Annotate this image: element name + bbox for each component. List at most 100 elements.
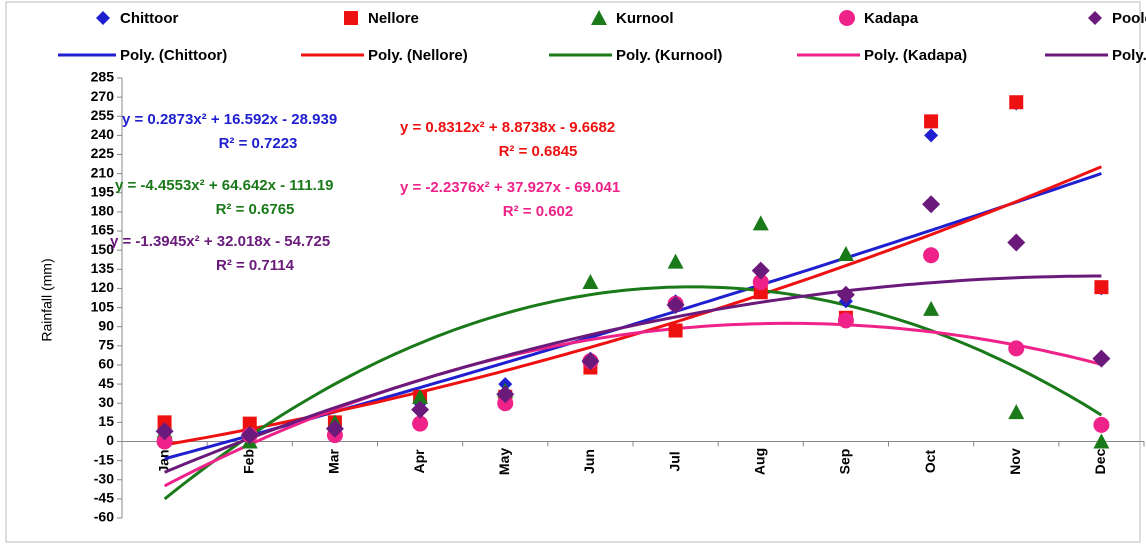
- x-tick-label: Jan: [155, 449, 171, 473]
- marker: [591, 10, 607, 25]
- trend-r2: R² = 0.7223: [219, 135, 298, 152]
- trend-equation: y = -1.3945x² + 32.018x - 54.725: [110, 233, 330, 250]
- marker: [752, 215, 769, 231]
- marker: [344, 11, 358, 25]
- y-tick-label: 120: [91, 279, 115, 295]
- trend-r2: R² = 0.6765: [216, 201, 295, 218]
- x-tick-label: Feb: [240, 449, 256, 474]
- marker: [325, 419, 344, 438]
- y-tick-label: -45: [94, 490, 114, 506]
- marker: [837, 312, 854, 329]
- y-tick-label: 255: [91, 107, 115, 123]
- trendline: [164, 274, 1102, 474]
- marker: [412, 415, 429, 432]
- y-tick-label: 225: [91, 145, 115, 161]
- marker: [752, 274, 769, 291]
- marker: [668, 323, 683, 338]
- marker: [837, 246, 854, 261]
- legend-label: Kurnool: [616, 10, 674, 27]
- legend-label: Poly. (Kurnool): [616, 47, 722, 64]
- marker: [924, 114, 939, 129]
- trendline: [163, 285, 1103, 501]
- y-tick-label: 105: [91, 298, 115, 314]
- marker: [242, 416, 257, 431]
- marker: [1093, 416, 1110, 433]
- marker: [666, 296, 685, 315]
- y-tick-label: 240: [91, 126, 115, 142]
- marker: [1007, 233, 1026, 252]
- marker: [839, 10, 855, 26]
- marker: [581, 352, 600, 371]
- trend-equation: y = -2.2376x² + 37.927x - 69.041: [400, 179, 620, 196]
- marker: [411, 400, 430, 419]
- marker: [922, 195, 941, 214]
- trend-r2: R² = 0.7114: [216, 257, 295, 274]
- x-tick-label: Dec: [1092, 448, 1108, 474]
- chart-border: [5, 1, 1141, 543]
- y-tick-label: 0: [106, 432, 114, 448]
- x-tick-label: Aug: [751, 448, 767, 475]
- marker: [667, 253, 684, 269]
- y-tick-label: 150: [91, 241, 115, 257]
- marker: [240, 426, 259, 445]
- trend-r2: R² = 0.6845: [499, 143, 578, 160]
- y-tick-label: 210: [91, 164, 115, 180]
- trend-equation: y = 0.2873x² + 16.592x - 28.939: [122, 111, 337, 128]
- marker: [924, 128, 939, 143]
- y-tick-label: 135: [91, 260, 115, 276]
- marker: [836, 285, 855, 304]
- y-tick-label: -15: [94, 451, 114, 467]
- x-tick-label: Jul: [666, 451, 682, 471]
- legend-label: Poly. (Pooled): [1112, 47, 1146, 64]
- legend-label: Kadapa: [864, 10, 919, 27]
- y-tick-label: 60: [98, 356, 114, 372]
- marker: [1093, 433, 1110, 449]
- y-tick-label: 45: [98, 375, 114, 391]
- legend-label: Poly. (Nellore): [368, 47, 468, 64]
- marker: [1088, 11, 1102, 25]
- x-tick-label: Nov: [1007, 448, 1023, 475]
- y-tick-label: -60: [94, 509, 114, 525]
- legend-label: Poly. (Kadapa): [864, 47, 967, 64]
- marker: [923, 247, 940, 264]
- y-tick-label: 270: [91, 88, 115, 104]
- y-tick-label: 285: [91, 69, 115, 85]
- x-tick-label: Oct: [922, 449, 938, 473]
- y-tick-label: 90: [98, 317, 114, 333]
- y-tick-label: 15: [98, 413, 114, 429]
- y-tick-label: 180: [91, 203, 115, 219]
- marker: [1092, 349, 1111, 368]
- marker: [923, 300, 940, 316]
- trend-equation: y = -4.4553x² + 64.642x - 111.19: [115, 177, 334, 194]
- marker: [156, 433, 173, 450]
- marker: [1094, 280, 1109, 295]
- legend-label: Poly. (Chittoor): [120, 47, 227, 64]
- marker: [496, 385, 515, 404]
- y-tick-label: 195: [91, 183, 115, 199]
- marker: [1008, 404, 1025, 420]
- marker: [582, 274, 599, 290]
- trend-equation: y = 0.8312x² + 8.8738x - 9.6682: [400, 119, 615, 136]
- marker: [1008, 340, 1025, 357]
- marker: [96, 11, 110, 25]
- x-tick-label: Mar: [326, 448, 342, 473]
- x-tick-label: May: [496, 448, 512, 475]
- y-axis-label: Rainfall (mm): [39, 258, 55, 341]
- y-tick-label: 75: [98, 337, 114, 353]
- y-tick-label: 30: [98, 394, 114, 410]
- legend-label: Pooled: [1112, 10, 1146, 27]
- x-tick-label: Apr: [411, 449, 427, 474]
- trendline: [163, 321, 1102, 488]
- marker: [412, 388, 429, 404]
- marker: [751, 261, 770, 280]
- x-tick-label: Sep: [837, 449, 853, 475]
- legend-label: Chittoor: [120, 10, 178, 27]
- trend-r2: R² = 0.602: [503, 203, 573, 220]
- y-tick-label: -30: [94, 470, 114, 486]
- marker: [155, 422, 174, 441]
- x-tick-label: Jun: [581, 449, 597, 474]
- y-tick-label: 165: [91, 222, 115, 238]
- legend-label: Nellore: [368, 10, 419, 27]
